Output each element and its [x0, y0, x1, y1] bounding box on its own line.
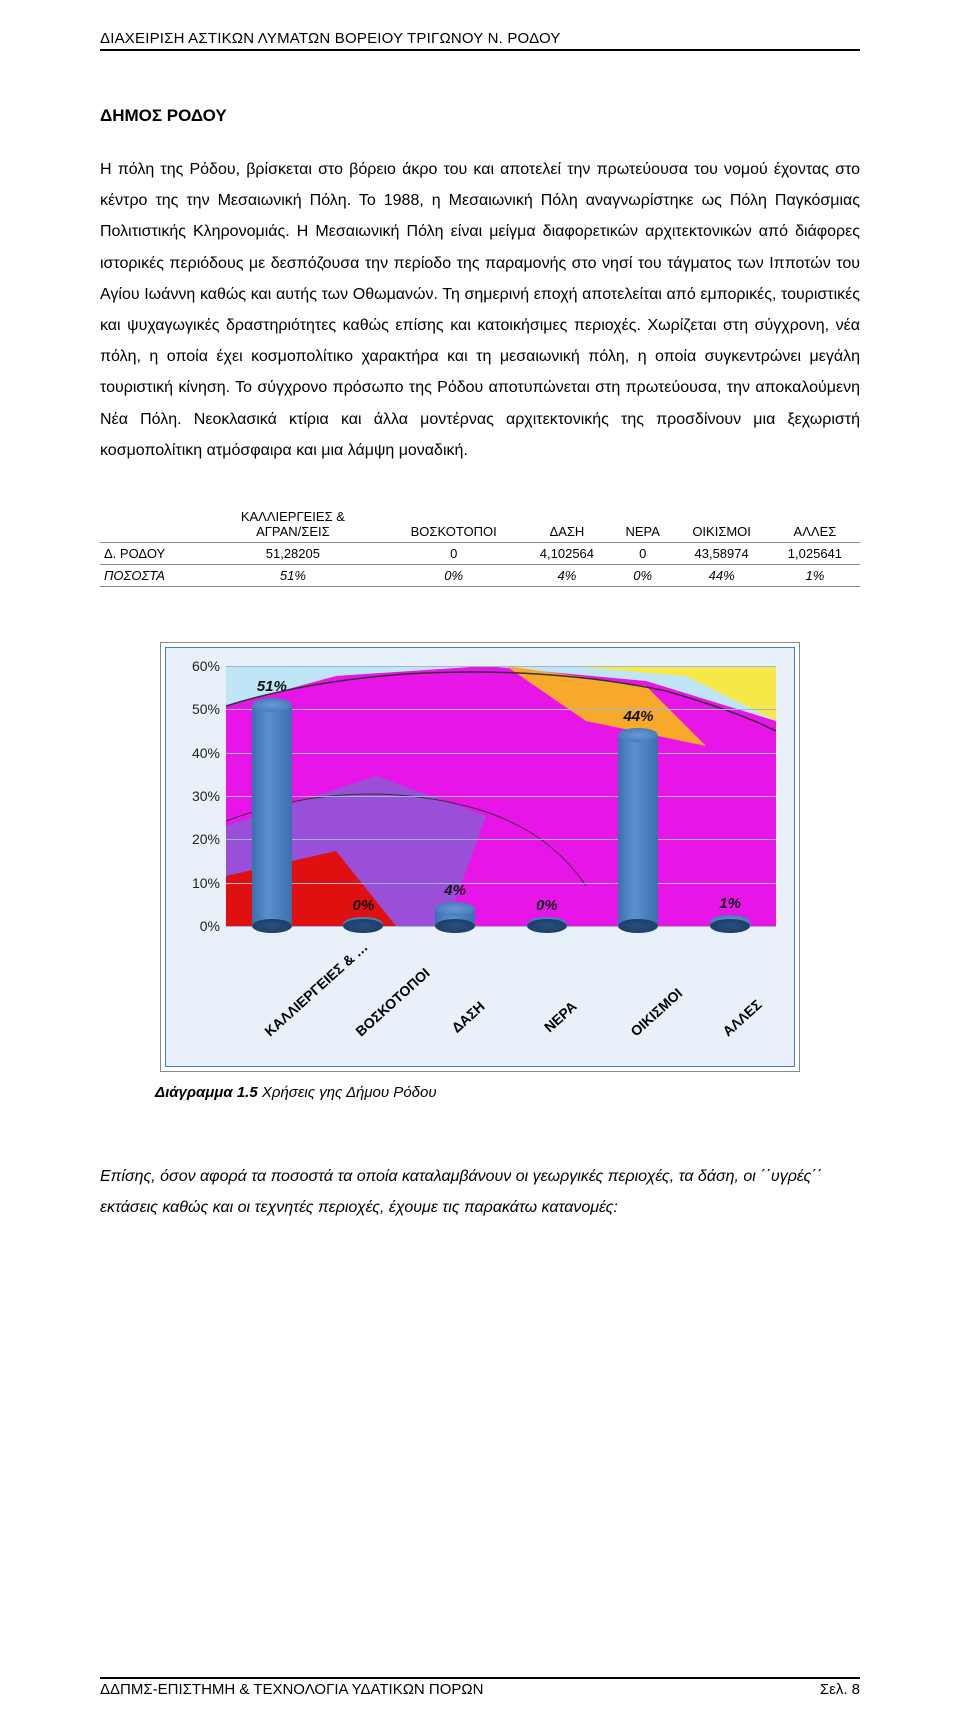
- closing-paragraph: Επίσης, όσον αφορά τα ποσοστά τα οποία κ…: [100, 1161, 860, 1223]
- section-title: ΔΗΜΟΣ ΡΟΔΟΥ: [100, 106, 860, 126]
- y-tick-label: 50%: [174, 701, 220, 717]
- footer-left: ΔΔΠΜΣ-ΕΠΙΣΤΗΜΗ & ΤΕΧΝΟΛΟΓΙΑ ΥΔΑΤΙΚΩΝ ΠΟΡ…: [100, 1681, 483, 1698]
- land-use-table: ΚΑΛΛΙΕΡΓΕΙΕΣ & ΑΓΡΑΝ/ΣΕΙΣ ΒΟΣΚΟΤΟΠΟΙ ΔΑΣ…: [100, 506, 860, 587]
- bar: 51%: [250, 705, 294, 926]
- x-axis: ΚΑΛΛΙΕΡΓΕΙΕΣ & …ΒΟΣΚΟΤΟΠΟΙΔΑΣΗΝΕΡΑΟΙΚΙΣΜ…: [226, 930, 776, 1050]
- header-text: ΔΙΑΧΕΙΡΙΣΗ ΑΣΤΙΚΩΝ ΛΥΜΑΤΩΝ ΒΟΡΕΙΟΥ ΤΡΙΓΩ…: [100, 30, 561, 47]
- col-other: ΑΛΛΕΣ: [770, 506, 860, 543]
- bar: 1%: [708, 922, 752, 926]
- col-blank: [100, 506, 200, 543]
- chart-container: 0% 10% 20% 30% 40% 50% 60% 51% 0% 4% 0% 44% 1% ΚΑΛΛΙ…: [160, 642, 800, 1072]
- bars-row: 51% 0% 4% 0% 44% 1%: [226, 666, 776, 926]
- bar: 4%: [433, 909, 477, 926]
- footer-right: Σελ. 8: [820, 1681, 860, 1698]
- y-tick-label: 10%: [174, 875, 220, 891]
- table-row: ΠΟΣΟΣΤΑ 51% 0% 4% 0% 44% 1%: [100, 564, 860, 586]
- bar: 44%: [616, 735, 660, 926]
- page-footer: ΔΔΠΜΣ-ΕΠΙΣΤΗΜΗ & ΤΕΧΝΟΛΟΓΙΑ ΥΔΑΤΙΚΩΝ ΠΟΡ…: [100, 1677, 860, 1698]
- y-tick-label: 30%: [174, 788, 220, 804]
- bar-value-label: 0%: [536, 897, 558, 914]
- grid-line: [226, 926, 776, 927]
- bar: 0%: [525, 924, 569, 926]
- body-paragraph: Η πόλη της Ρόδου, βρίσκεται στο βόρειο ά…: [100, 154, 860, 466]
- y-tick-label: 0%: [174, 918, 220, 934]
- caption-lead: Διάγραμμα 1.5: [155, 1084, 258, 1101]
- y-tick-label: 20%: [174, 831, 220, 847]
- table-row: Δ. ΡΟΔΟΥ 51,28205 0 4,102564 0 43,58974 …: [100, 542, 860, 564]
- col-forest: ΔΑΣΗ: [522, 506, 612, 543]
- bar-value-label: 0%: [353, 897, 375, 914]
- bar-value-label: 4%: [444, 882, 466, 899]
- col-pasture: ΒΟΣΚΟΤΟΠΟΙ: [386, 506, 522, 543]
- y-tick-label: 60%: [174, 658, 220, 674]
- bar-value-label: 51%: [257, 678, 287, 695]
- col-crops: ΚΑΛΛΙΕΡΓΕΙΕΣ & ΑΓΡΑΝ/ΣΕΙΣ: [200, 506, 385, 543]
- y-tick-label: 40%: [174, 745, 220, 761]
- plot-area: 0%10%20%30%40%50%60%51%0%4%0%44%1%: [226, 666, 776, 926]
- col-water: ΝΕΡΑ: [612, 506, 673, 543]
- bar: 0%: [341, 924, 385, 926]
- bar-value-label: 1%: [719, 895, 741, 912]
- table-header-row: ΚΑΛΛΙΕΡΓΕΙΕΣ & ΑΓΡΑΝ/ΣΕΙΣ ΒΟΣΚΟΤΟΠΟΙ ΔΑΣ…: [100, 506, 860, 543]
- chart-frame: 0% 10% 20% 30% 40% 50% 60% 51% 0% 4% 0% 44% 1% ΚΑΛΛΙ…: [165, 647, 795, 1067]
- bar-value-label: 44%: [623, 708, 653, 725]
- col-settlements: ΟΙΚΙΣΜΟΙ: [673, 506, 769, 543]
- page-header: ΔΙΑΧΕΙΡΙΣΗ ΑΣΤΙΚΩΝ ΛΥΜΑΤΩΝ ΒΟΡΕΙΟΥ ΤΡΙΓΩ…: [100, 30, 860, 51]
